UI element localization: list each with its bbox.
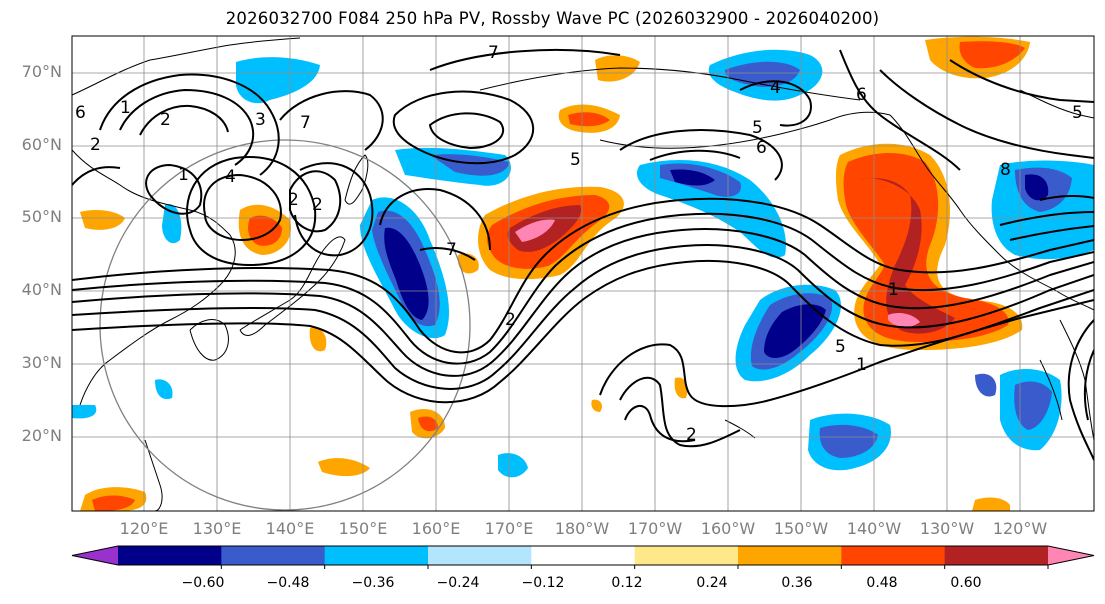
contour-label: 6 bbox=[75, 103, 86, 123]
contour-label: 5 bbox=[835, 337, 846, 357]
contour-label: 2 bbox=[312, 195, 323, 215]
lon-label: 180°W bbox=[554, 519, 610, 538]
contour-label: 6 bbox=[756, 138, 767, 158]
colorbar-tick-label: 0.24 bbox=[696, 575, 728, 591]
lon-label: 170°W bbox=[627, 519, 683, 538]
domain-circle bbox=[99, 139, 471, 511]
lon-label: 170°E bbox=[484, 519, 534, 538]
lon-label: 120°E bbox=[119, 519, 169, 538]
graticule bbox=[72, 36, 1094, 511]
colorbar-extend-min bbox=[72, 546, 118, 565]
colorbar-cell bbox=[634, 546, 739, 565]
contour-label: 8 bbox=[1000, 160, 1011, 180]
lon-label: 160°W bbox=[700, 519, 756, 538]
colorbar-extend-max bbox=[1048, 546, 1094, 565]
map-title: 2026032700 F084 250 hPa PV, Rossby Wave … bbox=[225, 9, 880, 28]
lon-label: 140°W bbox=[846, 519, 902, 538]
map-area: 7 7 5 4 5 6 6 5 2 1 4 3 2 1 2 7 2 2 1 2 … bbox=[72, 36, 1094, 511]
contour-label: 2 bbox=[160, 110, 171, 130]
contour-label: 3 bbox=[255, 110, 266, 130]
colorbar-tick-label: −0.36 bbox=[351, 575, 395, 591]
contour-label: 1 bbox=[120, 98, 131, 118]
lat-label-50n: 50°N bbox=[21, 207, 62, 226]
contour-label: 4 bbox=[225, 167, 236, 187]
colorbar-cell bbox=[428, 546, 532, 565]
colorbar-cell bbox=[738, 546, 842, 565]
contour-label: 2 bbox=[90, 135, 101, 155]
contour-label: 1 bbox=[856, 355, 867, 375]
lat-label-70n: 70°N bbox=[21, 62, 62, 81]
colorbar-cell bbox=[324, 546, 429, 565]
contour-label: 2 bbox=[686, 425, 697, 445]
contour-label: 2 bbox=[288, 190, 299, 210]
contour-label: 5 bbox=[752, 118, 763, 138]
contour-label: 4 bbox=[770, 78, 781, 98]
pv-contours bbox=[72, 49, 1094, 461]
colorbar-tick-label: 0.60 bbox=[950, 575, 982, 591]
lon-label: 130°E bbox=[192, 519, 242, 538]
colorbar-cell bbox=[118, 546, 222, 565]
colorbar-ticks bbox=[220, 565, 1049, 569]
colorbar-tick-label: −0.48 bbox=[266, 575, 310, 591]
colorbar-tick-label: −0.60 bbox=[181, 575, 225, 591]
contour-label: 7 bbox=[446, 240, 457, 260]
lat-label-20n: 20°N bbox=[21, 426, 62, 445]
colorbar-cell bbox=[531, 546, 636, 565]
lon-label: 140°E bbox=[265, 519, 315, 538]
colorbar-tick-label: 0.36 bbox=[781, 575, 813, 591]
contour-label: 6 bbox=[856, 85, 867, 105]
contour-label: 1 bbox=[178, 165, 189, 185]
contour-label: 5 bbox=[1072, 103, 1083, 123]
contour-label: 7 bbox=[488, 43, 499, 63]
map-frame bbox=[71, 35, 1095, 512]
contour-label: 5 bbox=[570, 150, 581, 170]
lon-label: 150°E bbox=[338, 519, 388, 538]
colorbar-tick-label: 0.48 bbox=[866, 575, 898, 591]
contour-label: 7 bbox=[300, 113, 311, 133]
colorbar-outline bbox=[71, 545, 1095, 566]
contour-label: 2 bbox=[505, 310, 516, 330]
lon-label: 130°W bbox=[919, 519, 975, 538]
lon-label: 150°W bbox=[773, 519, 829, 538]
colorbar-tick-label: 0.12 bbox=[611, 575, 643, 591]
colorbar-tick-label: −0.12 bbox=[521, 575, 565, 591]
colorbar-cell bbox=[221, 546, 326, 565]
colorbar-tick-label: −0.24 bbox=[436, 575, 480, 591]
lat-label-60n: 60°N bbox=[21, 135, 62, 154]
lon-label: 120°W bbox=[992, 519, 1048, 538]
colorbar-cell bbox=[944, 546, 1049, 565]
contour-label-group: 7 7 5 4 5 6 6 5 2 1 4 3 2 1 2 7 2 2 1 2 … bbox=[75, 43, 1083, 445]
lat-label-40n: 40°N bbox=[21, 280, 62, 299]
lon-label: 160°E bbox=[411, 519, 461, 538]
colorbar-cell bbox=[841, 546, 946, 565]
contour-label: 1 bbox=[888, 280, 899, 300]
lat-label-30n: 30°N bbox=[21, 353, 62, 372]
colorbar-cells bbox=[71, 545, 1095, 566]
